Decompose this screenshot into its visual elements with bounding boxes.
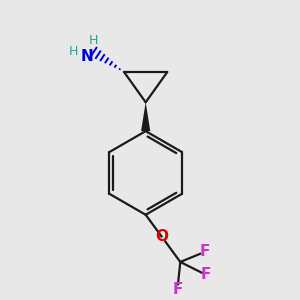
Text: H: H [69, 45, 78, 58]
Text: H: H [89, 34, 98, 47]
Text: F: F [201, 267, 211, 282]
Text: F: F [172, 282, 183, 297]
Text: O: O [155, 229, 168, 244]
Text: F: F [200, 244, 210, 260]
Polygon shape [141, 102, 150, 131]
Text: N: N [81, 49, 94, 64]
